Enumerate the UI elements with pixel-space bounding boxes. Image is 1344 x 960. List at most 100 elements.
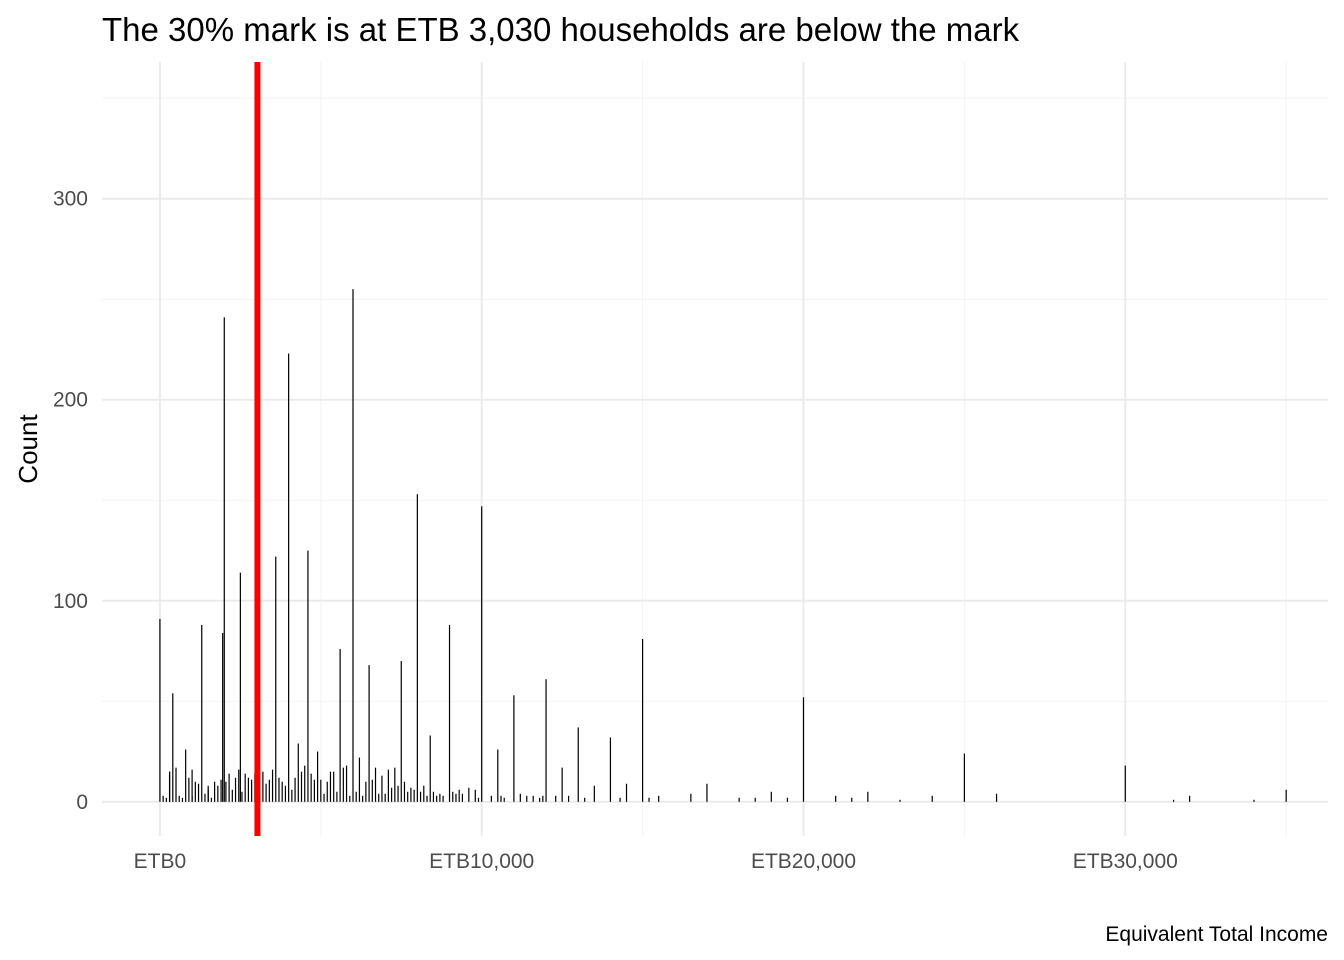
x-tick-label: ETB30,000 xyxy=(1073,850,1178,873)
histogram-bar xyxy=(251,779,253,802)
histogram-bar xyxy=(397,785,399,802)
histogram-bar xyxy=(387,769,389,802)
histogram-bar xyxy=(851,797,853,802)
histogram-bar xyxy=(503,797,505,802)
histogram-bar xyxy=(474,789,476,802)
grid-lines xyxy=(102,62,1328,836)
histogram-bar xyxy=(619,797,621,802)
histogram-bar xyxy=(291,789,293,802)
histogram-bar xyxy=(1172,799,1175,802)
histogram-bar xyxy=(304,765,306,802)
histogram-bar xyxy=(326,781,328,802)
histogram-bar xyxy=(555,795,557,802)
y-axis-ticks: 0 100 200 300 xyxy=(53,188,88,814)
histogram-bar xyxy=(539,797,541,802)
histogram-bar xyxy=(231,789,233,802)
histogram-bar xyxy=(452,791,454,802)
histogram-bar xyxy=(307,550,309,802)
histogram-bar xyxy=(310,773,312,802)
histogram-bar xyxy=(455,793,457,802)
chart-title: The 30% mark is at ETB 3,030 households … xyxy=(102,11,1020,48)
histogram-bar xyxy=(244,773,246,802)
histogram-bar xyxy=(477,797,480,802)
histogram-bar xyxy=(561,767,563,802)
histogram-bar xyxy=(413,789,415,802)
histogram-bar xyxy=(188,777,190,802)
histogram-bar xyxy=(371,779,373,802)
histogram-bar xyxy=(241,791,243,802)
histogram-bar xyxy=(345,765,348,802)
histogram-bar xyxy=(181,797,184,802)
histogram-bars xyxy=(159,289,1287,802)
histogram-bar xyxy=(400,661,402,802)
histogram-bar xyxy=(217,785,219,802)
histogram-bar xyxy=(835,795,837,802)
histogram-bar xyxy=(641,638,644,802)
histogram-bar xyxy=(225,781,227,802)
histogram-bar xyxy=(526,795,528,802)
histogram-bar xyxy=(262,771,264,802)
histogram-bar xyxy=(323,793,325,802)
x-axis-caption: Equivalent Total Income xyxy=(1105,923,1328,946)
histogram-bar xyxy=(178,795,180,802)
histogram-bar xyxy=(439,793,441,802)
y-tick-label: 100 xyxy=(53,590,88,613)
histogram-bar xyxy=(931,795,933,802)
histogram-bar xyxy=(378,793,380,802)
histogram-bar xyxy=(658,795,660,802)
histogram-bar xyxy=(191,769,193,802)
histogram-bar xyxy=(513,695,515,802)
histogram-bar xyxy=(374,767,377,802)
histogram-bar xyxy=(275,556,277,802)
histogram-bar xyxy=(320,779,322,802)
histogram-bar xyxy=(542,795,544,802)
histogram-bar xyxy=(358,757,361,802)
histogram-bar xyxy=(214,781,216,802)
histogram-bar xyxy=(1253,799,1255,802)
histogram-bar xyxy=(786,797,789,802)
histogram-bar xyxy=(204,793,206,802)
histogram-bar xyxy=(278,777,280,802)
histogram-bar xyxy=(1285,789,1287,802)
y-tick-label: 0 xyxy=(76,791,88,814)
histogram-bar xyxy=(316,751,319,802)
histogram-bar xyxy=(448,624,451,802)
histogram-bar xyxy=(690,793,692,802)
histogram-bar xyxy=(362,795,364,802)
histogram-bar xyxy=(238,769,240,802)
histogram-bar xyxy=(234,777,237,802)
histogram-bar xyxy=(281,781,283,802)
histogram-bar xyxy=(333,771,335,802)
histogram-bar xyxy=(584,797,586,802)
histogram-bar xyxy=(706,783,708,802)
histogram-bar xyxy=(738,797,740,802)
histogram-bar xyxy=(352,289,354,802)
histogram-bar xyxy=(384,793,386,802)
histogram-bar xyxy=(1124,765,1126,802)
histogram-bar xyxy=(339,649,341,802)
histogram-bar xyxy=(419,791,422,802)
histogram-bar xyxy=(197,783,200,802)
histogram-bar xyxy=(355,791,357,802)
histogram-bar xyxy=(391,787,393,802)
histogram-bar xyxy=(329,771,332,802)
histogram-bar xyxy=(368,665,370,802)
histogram-bar xyxy=(294,777,296,802)
histogram-bar xyxy=(432,791,435,802)
histogram-bar xyxy=(247,777,250,802)
histogram-bar xyxy=(222,632,224,802)
histogram-bar xyxy=(442,795,444,802)
histogram-bar xyxy=(461,793,463,802)
histogram-bar xyxy=(423,785,425,802)
histogram-bar xyxy=(545,679,547,802)
histogram-bar xyxy=(410,787,412,802)
histogram-bar xyxy=(625,783,628,802)
histogram-bar xyxy=(567,795,570,802)
histogram-bar xyxy=(532,795,534,802)
histogram-bar xyxy=(159,618,161,802)
histogram-bar xyxy=(394,767,396,802)
histogram-bar xyxy=(220,779,222,802)
histogram-bar xyxy=(228,773,230,802)
histogram-bar xyxy=(490,795,492,802)
